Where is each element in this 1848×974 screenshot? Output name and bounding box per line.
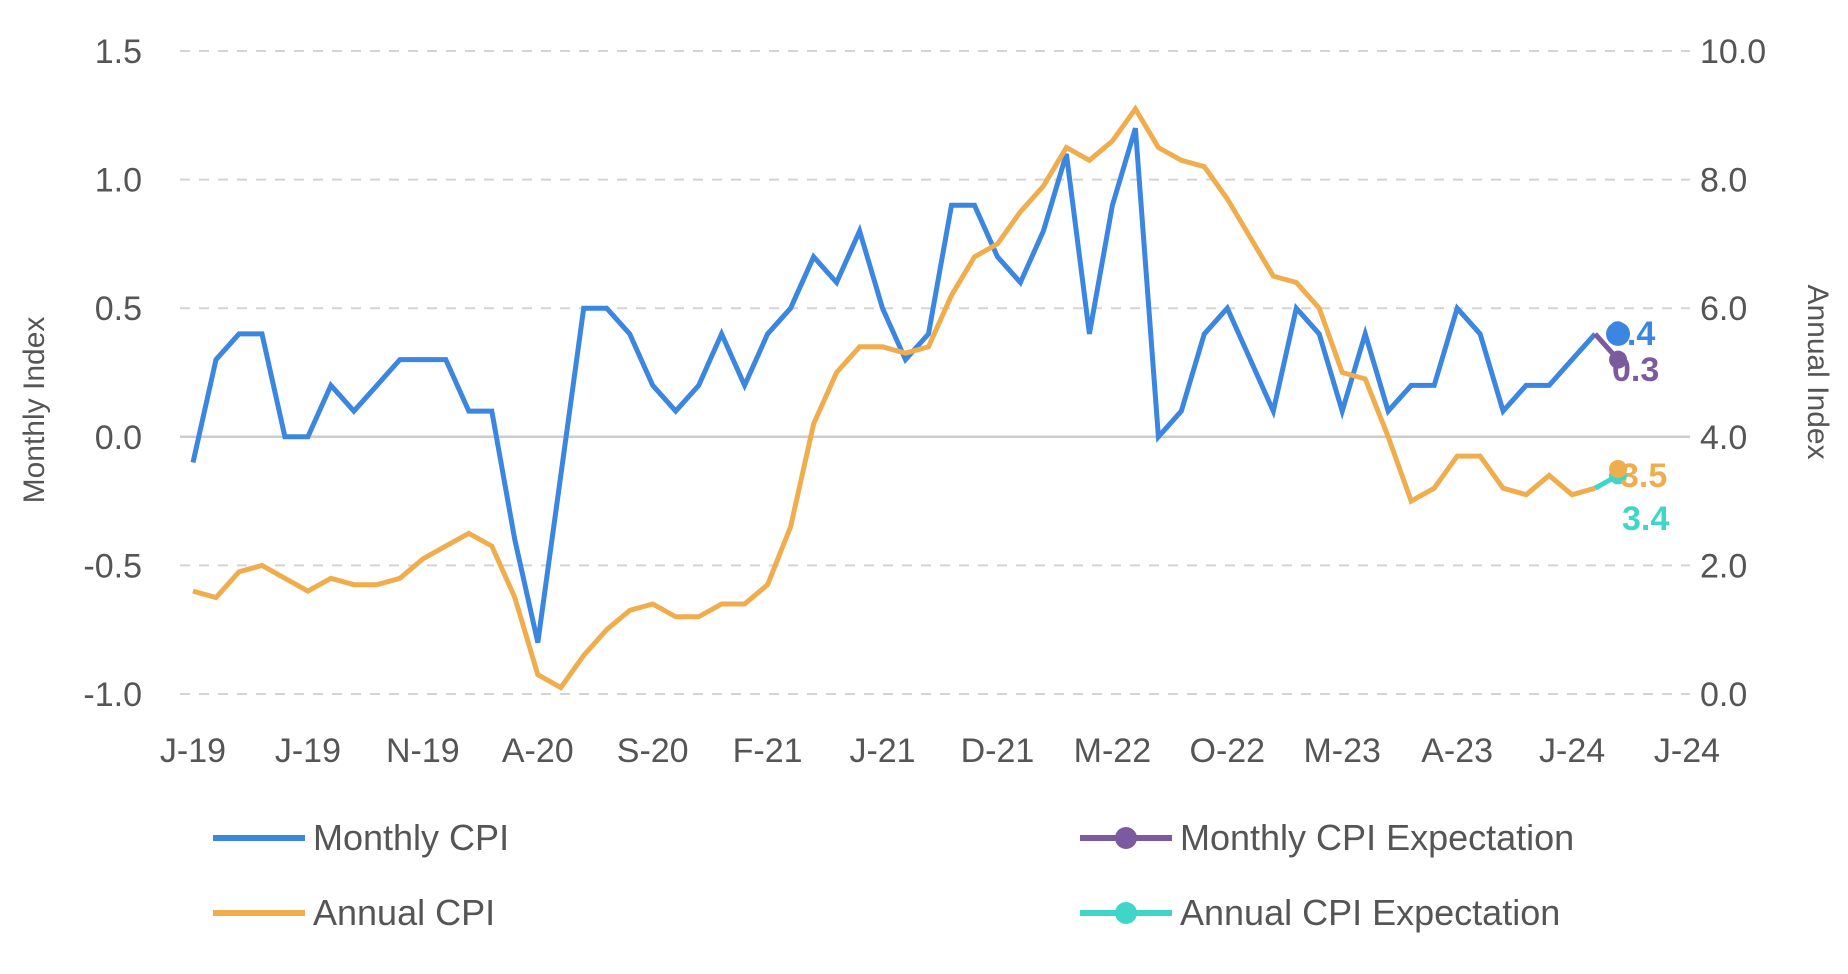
x-tick-label: M-23 xyxy=(1303,732,1380,770)
end-label: 3.5 xyxy=(1620,457,1667,495)
y2-tick-label: 2.0 xyxy=(1700,547,1747,585)
legend-label: Monthly CPI xyxy=(313,817,509,858)
end-label: 0.3 xyxy=(1612,351,1659,389)
y2-tick-label: 10.0 xyxy=(1700,33,1766,71)
end-labels: 0.40.3 3.5 3.4 xyxy=(1608,315,1669,538)
monthly-cpi-expectation-marker xyxy=(1609,350,1628,369)
y2-tick-label: 4.0 xyxy=(1700,419,1747,457)
x-tick-label: J-24 xyxy=(1539,732,1605,770)
x-tick-label: J-19 xyxy=(160,732,226,770)
monthly-cpi-line xyxy=(190,127,1597,644)
x-tick-label: J-24 xyxy=(1654,732,1720,770)
x-axis-ticks: J-19 J-19 N-19 A-20 S-20 F-21 J-21 D-21 M-22 O-22… xyxy=(160,732,1720,770)
annual-cpi-end-marker xyxy=(1609,459,1628,478)
legend-item: Monthly CPI xyxy=(213,817,509,858)
right-axis-title: Annual Index xyxy=(1801,284,1834,459)
right-axis-ticks: 10.0 8.0 6.0 4.0 2.0 0.0 xyxy=(1700,33,1766,714)
y-tick-label: 1.0 xyxy=(95,162,142,200)
x-tick-label: D-21 xyxy=(961,732,1035,770)
y2-tick-label: 0.0 xyxy=(1700,676,1747,714)
legend: Monthly CPI Annual CPI Monthly CPI Expecta… xyxy=(213,817,1574,933)
y-tick-label: 1.5 xyxy=(95,33,142,71)
end-label: 0.4 xyxy=(1608,315,1655,353)
y2-tick-label: 8.0 xyxy=(1700,162,1747,200)
x-tick-label: N-19 xyxy=(386,732,460,770)
y-tick-label: 0.0 xyxy=(95,419,142,457)
series-lines xyxy=(190,104,1631,691)
gridlines xyxy=(180,50,1690,695)
legend-label: Monthly CPI Expectation xyxy=(1180,817,1574,858)
y2-tick-label: 6.0 xyxy=(1700,290,1747,328)
legend-item: Annual CPI Expectation xyxy=(1080,892,1560,933)
legend-label: Annual CPI xyxy=(313,892,495,933)
x-tick-label: F-21 xyxy=(733,732,803,770)
x-tick-label: J-21 xyxy=(849,732,915,770)
legend-label: Annual CPI Expectation xyxy=(1180,892,1560,933)
legend-item: Monthly CPI Expectation xyxy=(1080,817,1574,858)
x-tick-label: O-22 xyxy=(1190,732,1266,770)
y-tick-label: -0.5 xyxy=(83,547,142,585)
x-tick-label: A-23 xyxy=(1421,732,1493,770)
x-tick-label: A-20 xyxy=(502,732,574,770)
legend-marker xyxy=(1115,827,1137,849)
x-tick-label: M-22 xyxy=(1074,732,1151,770)
left-axis-title: Monthly Index xyxy=(18,317,51,504)
monthly-cpi-end-marker xyxy=(1606,321,1631,346)
y-tick-label: 0.5 xyxy=(95,290,142,328)
annual-cpi-line xyxy=(192,104,1596,691)
legend-marker xyxy=(1115,902,1137,924)
end-label: 3.4 xyxy=(1622,500,1669,538)
x-tick-label: J-19 xyxy=(275,732,341,770)
legend-item: Annual CPI xyxy=(213,892,495,933)
y-tick-label: -1.0 xyxy=(83,676,142,714)
x-tick-label: S-20 xyxy=(617,732,689,770)
left-axis-ticks: 1.5 1.0 0.5 0.0 -0.5 -1.0 xyxy=(83,33,142,714)
